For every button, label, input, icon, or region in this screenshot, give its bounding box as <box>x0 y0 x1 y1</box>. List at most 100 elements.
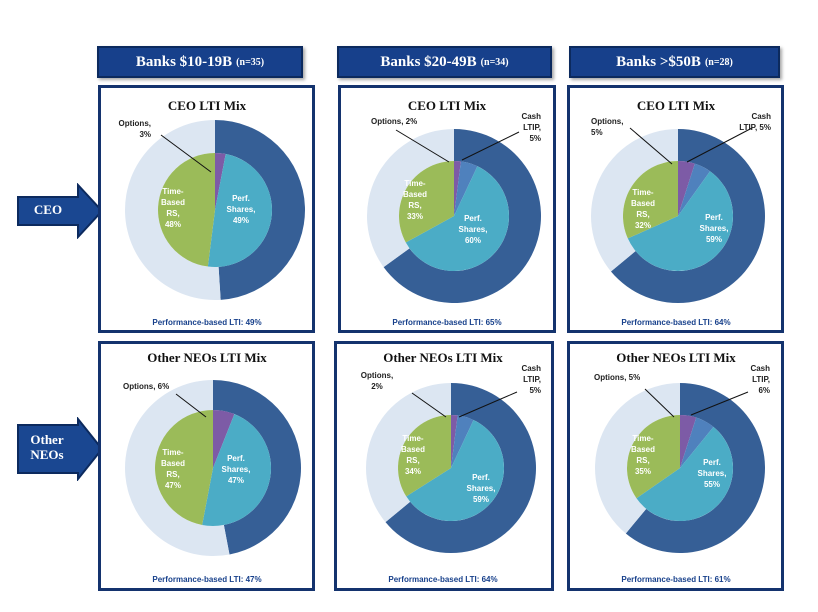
data-label-time-based-rs: Time-Based RS, 48% <box>161 187 185 229</box>
leader-line-options <box>629 127 673 165</box>
row-label-text: CEO <box>33 202 63 217</box>
pie-slice-time-based-rs <box>398 415 451 497</box>
chart-title: Other NEOs LTI Mix <box>383 350 503 365</box>
pie-slice-time-based-rs <box>399 161 454 243</box>
outer-ring-other <box>125 380 230 556</box>
outer-ring-performance-based <box>385 383 536 553</box>
column-header-large-banks: Banks >$50B (n=28) <box>569 46 780 78</box>
outer-ring-performance-based <box>610 129 765 303</box>
pie-slice-options <box>215 153 226 210</box>
data-label-cash-ltip: Cash LTIP, 5% <box>739 112 771 132</box>
pie-slice-cash-ltip <box>680 417 714 468</box>
column-header-title: Banks $10-19B <box>135 53 233 70</box>
outer-ring-other <box>367 129 454 268</box>
pie-slice-cash-ltip <box>451 415 474 468</box>
data-label-cash-ltip: Cash LTIP, 5% <box>521 364 541 395</box>
leader-line-options <box>411 392 447 418</box>
leader-line-options <box>644 388 675 418</box>
leader-line-options <box>160 134 212 173</box>
pie-slice-perf-shares <box>405 166 509 271</box>
column-header-title: Banks $20-49B <box>380 53 477 70</box>
column-header-count: (n=28) <box>704 56 733 68</box>
data-label-perf-shares: Perf. Shares, 59% <box>700 213 729 244</box>
pie-slice-options <box>680 415 697 468</box>
pie-slice-cash-ltip <box>678 163 711 216</box>
row-label-text: Other NEOs <box>30 432 64 462</box>
outer-ring-performance-based <box>213 380 302 555</box>
pie-chart: CEO LTI Mix Options, 2% Cash LTIP, 5% Perf. Sh… <box>367 98 541 327</box>
outer-ring-other <box>365 383 451 523</box>
pie-slice-cash-ltip <box>454 161 478 216</box>
data-label-perf-shares: Perf. Shares, 59% <box>467 473 496 504</box>
chart-panel-neo-small: Other NEOs LTI Mix Options, 6% Perf. Shares… <box>98 341 315 591</box>
row-label-ceo: CEO <box>16 182 104 240</box>
pie-slice-perf-shares <box>207 154 272 267</box>
data-label-options: Options, 5% <box>591 117 623 137</box>
arrow-right-icon <box>17 416 104 482</box>
chart-footer: Performance-based LTI: 64% <box>388 575 497 584</box>
leader-line-options <box>395 129 450 163</box>
chart-panel-ceo-mid: CEO LTI Mix Options, 2% Cash LTIP, 5% Perf. Sh… <box>338 85 556 333</box>
arrow-right-icon <box>17 182 104 240</box>
chart-footer: Performance-based LTI: 47% <box>152 575 261 584</box>
data-label-options: Options, 3% <box>119 119 151 139</box>
pie-slice-time-based-rs <box>623 160 678 239</box>
pie-slice-time-based-rs <box>154 410 213 525</box>
pie-slice-options <box>213 410 235 468</box>
column-header-mid-banks: Banks $20-49B (n=34) <box>337 46 552 78</box>
data-label-options: Options, 2% <box>371 117 417 126</box>
outer-ring-other <box>591 129 678 272</box>
pie-slice-time-based-rs <box>157 153 215 267</box>
pie-slice-time-based-rs <box>627 415 680 499</box>
data-label-perf-shares: Perf. Shares, 60% <box>459 214 488 245</box>
leader-line-cash-ltip <box>686 127 753 163</box>
outer-ring-other <box>125 120 221 300</box>
data-label-options: Options, 2% <box>361 371 393 391</box>
pie-chart: Other NEOs LTI Mix Options, 6% Perf. Shares… <box>123 350 302 584</box>
chart-footer: Performance-based LTI: 61% <box>621 575 730 584</box>
data-label-time-based-rs: Time-Based RS, 35% <box>631 434 655 476</box>
chart-panel-neo-mid: Other NEOs LTI Mix Options, 2% Cash LTIP, 5% P… <box>334 341 554 591</box>
pie-slice-perf-shares <box>202 414 271 526</box>
chart-title: CEO LTI Mix <box>168 98 247 113</box>
column-header-small-banks: Banks $10-19B (n=35) <box>97 46 303 78</box>
data-label-time-based-rs: Time-Based RS, 34% <box>401 434 425 476</box>
pie-slice-options <box>451 415 458 468</box>
chart-footer: Performance-based LTI: 64% <box>621 318 730 327</box>
leader-line-cash-ltip <box>458 391 518 418</box>
outer-ring-performance-based <box>215 120 306 300</box>
data-label-time-based-rs: Time-Based RS, 47% <box>161 448 185 490</box>
data-label-options: Options, 5% <box>594 373 640 382</box>
data-label-options: Options, 6% <box>123 382 169 391</box>
chart-footer: Performance-based LTI: 49% <box>152 318 261 327</box>
data-label-perf-shares: Perf. Shares, 47% <box>222 454 251 485</box>
pie-slice-perf-shares <box>636 426 733 521</box>
chart-title: CEO LTI Mix <box>408 98 487 113</box>
data-label-cash-ltip: Cash LTIP, 6% <box>750 364 770 395</box>
column-header-title: Banks >$50B <box>616 53 701 70</box>
row-label-other-neos: Other NEOs <box>16 416 104 482</box>
data-label-time-based-rs: Time-Based RS, 32% <box>631 188 655 230</box>
pie-slice-options <box>678 161 695 216</box>
pie-chart: CEO LTI Mix Options, 3% Perf. Shares, 49% Time… <box>119 98 306 327</box>
column-header-count: (n=35) <box>236 56 265 68</box>
data-label-time-based-rs: Time-Based RS, 33% <box>403 179 427 221</box>
pie-slice-perf-shares <box>627 171 733 271</box>
outer-ring-performance-based <box>383 129 541 303</box>
leader-line-cash-ltip <box>461 131 520 161</box>
chart-panel-ceo-small: CEO LTI Mix Options, 3% Perf. Shares, 49% Time… <box>98 85 315 333</box>
outer-ring-other <box>595 383 680 534</box>
pie-slice-options <box>454 161 461 216</box>
outer-ring-performance-based <box>625 383 765 553</box>
data-label-perf-shares: Perf. Shares, 49% <box>227 194 256 225</box>
leader-line-options <box>175 393 207 418</box>
column-header-count: (n=34) <box>480 56 509 68</box>
chart-title: CEO LTI Mix <box>637 98 716 113</box>
data-label-perf-shares: Perf. Shares, 55% <box>698 458 727 489</box>
chart-panel-ceo-large: CEO LTI Mix Options, 5% Cash LTIP, 5% Perf. Sh… <box>567 85 784 333</box>
chart-title: Other NEOs LTI Mix <box>616 350 736 365</box>
data-label-cash-ltip: Cash LTIP, 5% <box>521 112 541 143</box>
leader-line-cash-ltip <box>690 391 749 416</box>
chart-title: Other NEOs LTI Mix <box>147 350 267 365</box>
chart-footer: Performance-based LTI: 65% <box>392 318 501 327</box>
